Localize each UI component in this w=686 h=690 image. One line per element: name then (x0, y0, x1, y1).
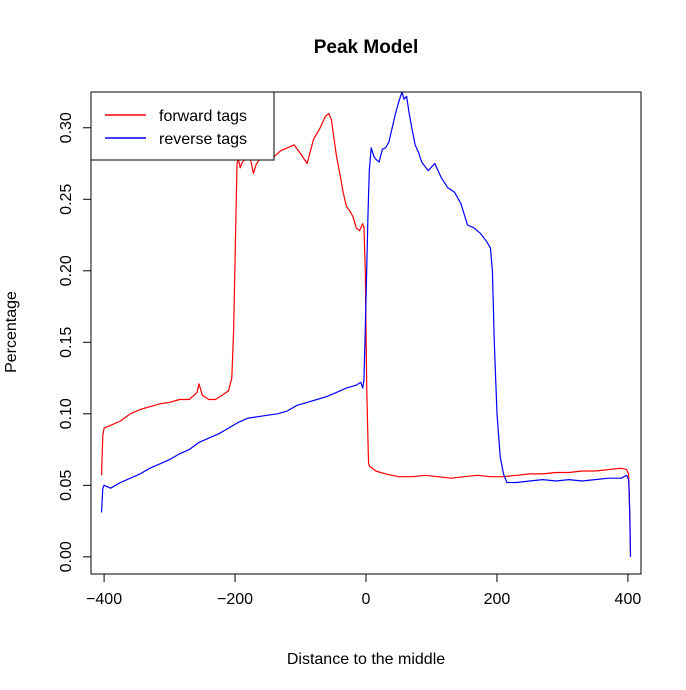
y-axis: 0.00 0.05 0.10 0.15 0.20 0.25 0.30 (58, 112, 92, 572)
x-tick-label: 0 (362, 591, 371, 608)
y-axis-label: Percentage (3, 291, 20, 373)
y-tick-label: 0.10 (58, 398, 75, 429)
y-tick-label: 0.25 (58, 184, 75, 215)
x-axis: −400 −200 0 200 400 (86, 573, 642, 608)
y-tick-label: 0.20 (58, 255, 75, 286)
chart-title: Peak Model (314, 37, 419, 58)
y-tick-label: 0.00 (58, 541, 75, 572)
y-tick-label: 0.30 (58, 112, 75, 143)
series-line-reverse-tags (100, 91, 632, 557)
legend-label-reverse-tags: reverse tags (159, 131, 247, 148)
series-group (100, 91, 632, 557)
x-tick-label: 200 (484, 591, 511, 608)
legend-label-forward-tags: forward tags (159, 108, 247, 125)
legend: forward tags reverse tags (90, 91, 275, 161)
plot-frame (90, 91, 642, 575)
y-tick-label: 0.15 (58, 327, 75, 358)
x-tick-label: −400 (86, 591, 122, 608)
x-axis-label: Distance to the middle (287, 651, 445, 668)
legend-box (90, 91, 275, 161)
x-tick-label: −200 (217, 591, 253, 608)
series-line-forward-tags (100, 112, 632, 557)
x-tick-label: 400 (615, 591, 642, 608)
y-tick-label: 0.05 (58, 470, 75, 501)
